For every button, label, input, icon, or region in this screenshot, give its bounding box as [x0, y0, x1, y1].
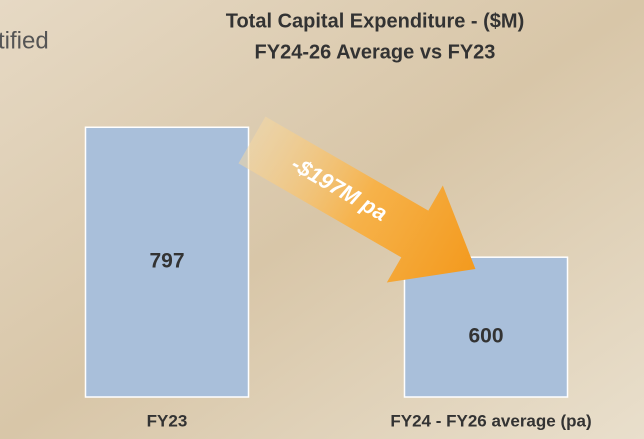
arrow-shape	[238, 116, 476, 283]
value-label: 600	[468, 325, 503, 348]
side-text: tified	[0, 27, 49, 54]
x-tick-label: FY24 - FY26 average (pa)	[390, 411, 591, 430]
bar	[403, 256, 569, 398]
chart-subtitle: FY24-26 Average vs FY23	[255, 41, 496, 63]
value-label: 797	[149, 250, 184, 273]
x-tick-label: FY23	[147, 411, 188, 430]
bar	[84, 126, 250, 398]
chart-title: Total Capital Expenditure - ($M)	[226, 10, 525, 32]
